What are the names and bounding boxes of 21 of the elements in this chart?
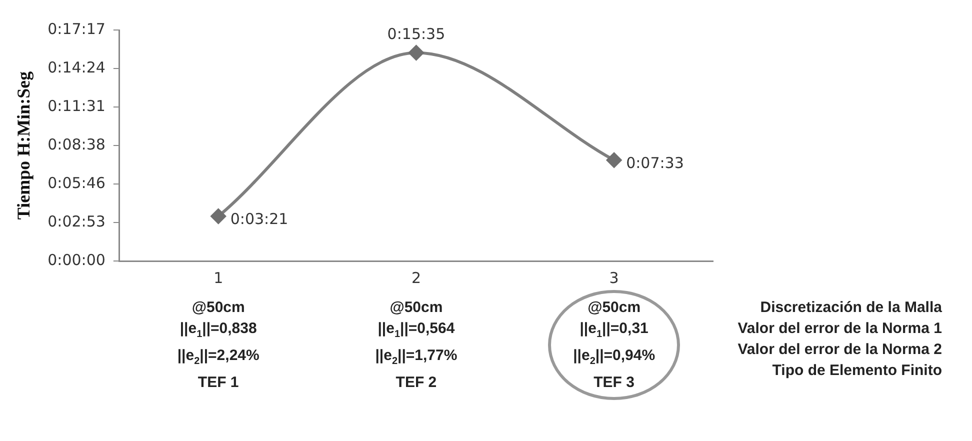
point <box>408 45 424 60</box>
y-tick-label: 0:17:17 <box>48 20 106 38</box>
y-tick-label: 0:05:46 <box>48 174 106 192</box>
y-tick-label: 0:14:24 <box>48 58 106 76</box>
y-tick-label: 0:08:38 <box>48 135 106 154</box>
y-tick-label: 0:02:53 <box>48 212 106 230</box>
point <box>606 152 622 168</box>
text: @50cm ||e$_{1}$||=0,564 ||e$_{2}$||=1,77% TEF 2 <box>375 298 458 393</box>
text: Discretización de la Malla Valor del error de la Norma 1 Valor del error de la Norma 2 Tipo de Elemento Finito <box>738 298 942 381</box>
text: 0:03:21 <box>230 210 288 228</box>
x-tick-label: 3 <box>609 268 619 287</box>
text: @50cm ||e$_{1}$||=0,31 ||e$_{2}$||=0,94% TEF 3 <box>573 298 656 393</box>
y-axis-title: Tiempo H:Min:Seg <box>13 71 34 220</box>
y-tick-label: 0:00:00 <box>48 250 106 269</box>
x-tick-label: 1 <box>214 268 224 287</box>
text: 0:15:35 <box>387 25 446 44</box>
y-tick-label: 0:11:31 <box>48 96 106 115</box>
x-tick-label: 2 <box>411 268 421 287</box>
point <box>210 208 226 224</box>
text: 0:07:33 <box>626 154 684 172</box>
text: @50cm ||e$_{1}$||=0,838 ||e$_{2}$||=2,24% TEF 1 <box>177 298 260 393</box>
